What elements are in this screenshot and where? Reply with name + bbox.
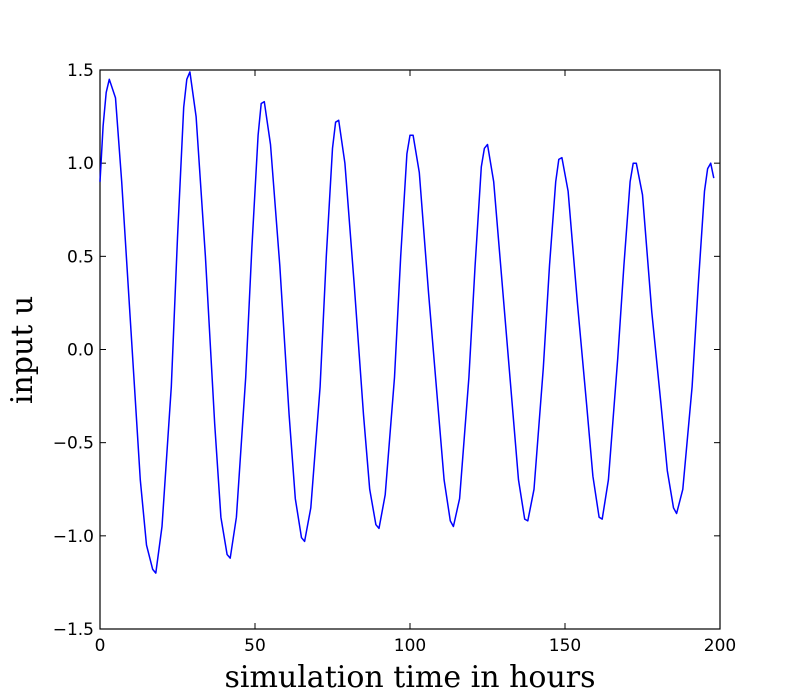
axis-tick-labels: 0 50 100 150 200 −1.5 −1.0 −0.5 0.0 0.5 1.0 1.5 — [53, 61, 737, 656]
y-tick-label: 1.5 — [67, 61, 94, 81]
plot-area — [99, 69, 721, 630]
y-tick-label: −1.0 — [53, 527, 94, 547]
y-tick-label: 0.0 — [67, 341, 94, 361]
axis-ticks — [99, 69, 721, 630]
x-tick-label: 0 — [95, 636, 106, 656]
y-tick-label: −0.5 — [53, 434, 94, 454]
series-line — [99, 71, 715, 574]
y-axis-title: input u — [5, 296, 40, 404]
y-tick-label: −1.5 — [53, 620, 94, 640]
x-tick-label: 50 — [244, 636, 266, 656]
x-tick-label: 200 — [704, 636, 736, 656]
x-axis-title: simulation time in hours — [224, 660, 595, 695]
x-tick-label: 150 — [549, 636, 581, 656]
y-tick-label: 1.0 — [67, 154, 94, 174]
y-tick-label: 0.5 — [67, 247, 94, 267]
x-tick-label: 100 — [394, 636, 426, 656]
